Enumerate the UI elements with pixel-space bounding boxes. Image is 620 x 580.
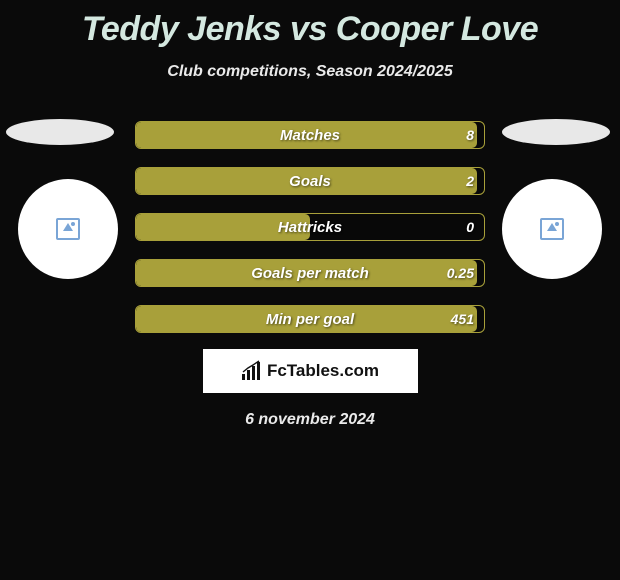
player-avatar-right: [502, 179, 602, 279]
stat-value: 2: [466, 168, 474, 194]
stat-label: Goals: [136, 168, 484, 194]
stat-value: 451: [451, 306, 474, 332]
stat-value: 8: [466, 122, 474, 148]
page-title: Teddy Jenks vs Cooper Love: [0, 0, 620, 49]
fctables-logo-icon: [241, 360, 263, 382]
stat-label: Goals per match: [136, 260, 484, 286]
player-shadow-right: [502, 119, 610, 145]
page-subtitle: Club competitions, Season 2024/2025: [0, 63, 620, 81]
stat-label: Min per goal: [136, 306, 484, 332]
photo-placeholder-icon: [540, 218, 564, 240]
stat-row: Goals2: [135, 167, 485, 195]
stat-value: 0: [466, 214, 474, 240]
stat-row: Matches8: [135, 121, 485, 149]
stat-row: Min per goal451: [135, 305, 485, 333]
stats-bars: Matches8Goals2Hattricks0Goals per match0…: [135, 121, 485, 351]
stat-label: Hattricks: [136, 214, 484, 240]
comparison-widget: Matches8Goals2Hattricks0Goals per match0…: [0, 121, 620, 341]
brand-name: FcTables.com: [267, 361, 379, 381]
player-avatar-left: [18, 179, 118, 279]
generated-date: 6 november 2024: [0, 411, 620, 429]
stat-row: Goals per match0.25: [135, 259, 485, 287]
stat-label: Matches: [136, 122, 484, 148]
stat-value: 0.25: [447, 260, 474, 286]
player-shadow-left: [6, 119, 114, 145]
photo-placeholder-icon: [56, 218, 80, 240]
brand-badge[interactable]: FcTables.com: [203, 349, 418, 393]
stat-row: Hattricks0: [135, 213, 485, 241]
